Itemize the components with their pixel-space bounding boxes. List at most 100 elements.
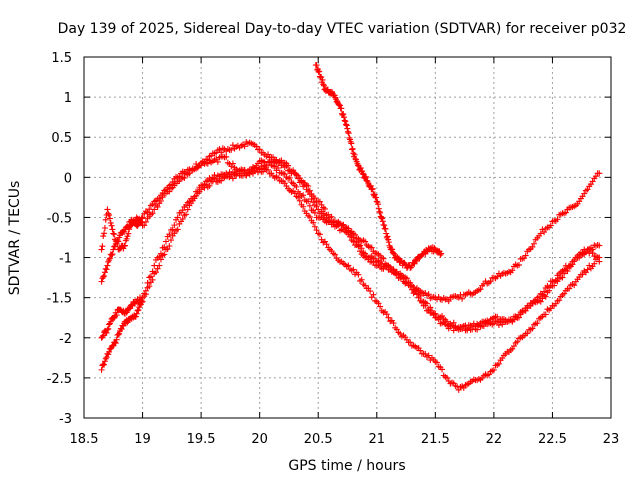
data-point-interp: [494, 273, 501, 280]
data-point-interp: [547, 222, 554, 229]
data-point-interp: [460, 323, 467, 330]
data-point-interp: [102, 265, 109, 272]
data-point-interp: [331, 251, 338, 258]
data-point-interp: [542, 311, 549, 318]
data-point: [104, 206, 111, 213]
data-point-interp: [348, 140, 355, 147]
data-point: [596, 170, 603, 177]
data-point: [355, 162, 362, 169]
data-point: [444, 318, 451, 325]
data-point-interp: [149, 210, 156, 217]
data-point-interp: [338, 105, 345, 112]
data-point-interp: [300, 203, 307, 210]
data-point-interp: [152, 269, 159, 276]
data-point-interp: [169, 178, 176, 185]
data-point-interp: [439, 366, 446, 373]
series-arc-c: [98, 153, 603, 334]
data-point-interp: [393, 271, 400, 278]
data-point-interp: [378, 260, 385, 267]
y-tick-label: -3: [59, 412, 72, 427]
data-point-interp: [495, 360, 502, 367]
data-point-interp: [318, 74, 325, 81]
data-point-interp: [368, 244, 375, 251]
data-point-interp: [201, 184, 208, 191]
data-point-interp: [181, 175, 188, 182]
data-point: [340, 114, 347, 121]
data-point-interp: [379, 218, 386, 225]
data-point-interp: [305, 183, 312, 190]
data-point: [385, 314, 392, 321]
data-point-interp: [204, 160, 211, 167]
data-point-interp: [336, 102, 343, 109]
data-point-interp: [124, 223, 131, 230]
data-point-interp: [223, 153, 230, 160]
data-point-interp: [107, 318, 114, 325]
data-point-interp: [346, 134, 353, 141]
data-point-interp: [320, 82, 327, 89]
data-point-interp: [296, 175, 303, 182]
data-point-interp: [531, 240, 538, 247]
data-point: [104, 326, 111, 333]
data-point-interp: [345, 128, 352, 135]
data-point-interp: [305, 198, 312, 205]
x-tick-label: 19: [134, 432, 151, 447]
data-point: [378, 214, 385, 221]
data-point-interp: [167, 237, 174, 244]
data-point: [350, 150, 357, 157]
data-point-interp: [241, 143, 248, 150]
data-point: [584, 246, 591, 253]
data-point-interp: [138, 299, 145, 306]
data-point: [362, 250, 369, 257]
data-point: [133, 310, 140, 317]
data-point-interp: [385, 236, 392, 243]
data-point-interp: [437, 251, 444, 258]
data-point-interp: [113, 312, 120, 319]
series-arc-a: [98, 139, 603, 305]
data-point-interp: [106, 348, 113, 355]
data-point-interp: [141, 222, 148, 229]
data-point-interp: [581, 190, 588, 197]
data-point-interp: [306, 213, 313, 220]
data-point: [291, 190, 298, 197]
data-point-interp: [112, 340, 119, 347]
y-tick-label: -1.5: [47, 292, 72, 307]
data-point: [408, 282, 415, 289]
data-point-interp: [295, 194, 302, 201]
data-point-interp: [265, 166, 272, 173]
data-point-interp: [113, 336, 120, 343]
data-point-interp: [341, 117, 348, 124]
data-point-interp: [413, 258, 420, 265]
data-point-interp: [323, 241, 330, 248]
data-point-interp: [293, 171, 300, 178]
data-point: [121, 242, 128, 249]
data-point: [514, 338, 521, 345]
data-point-interp: [389, 249, 396, 256]
data-point-interp: [101, 358, 108, 365]
data-point-interp: [384, 233, 391, 240]
data-point: [315, 206, 322, 213]
data-point: [584, 186, 591, 193]
data-point-interp: [166, 243, 173, 250]
data-point-interp: [103, 266, 110, 273]
data-point-interp: [103, 329, 110, 336]
data-point-interp: [417, 292, 424, 299]
data-point: [139, 214, 146, 221]
data-point-interp: [377, 303, 384, 310]
data-point-interp: [275, 174, 282, 181]
data-point: [162, 238, 169, 245]
data-point-interp: [546, 287, 553, 294]
data-point-interp: [115, 238, 122, 245]
data-point-interp: [306, 187, 313, 194]
y-tick-label: 0: [64, 171, 72, 186]
data-point: [514, 314, 521, 321]
data-point-interp: [109, 226, 116, 233]
data-point-interp: [358, 245, 365, 252]
data-point-interp: [487, 278, 494, 285]
data-point-interp: [214, 158, 221, 165]
data-point: [98, 366, 105, 373]
x-axis-title: GPS time / hours: [288, 458, 405, 474]
data-point-interp: [134, 222, 141, 229]
data-point-interp: [556, 297, 563, 304]
data-point-interp: [510, 343, 517, 350]
